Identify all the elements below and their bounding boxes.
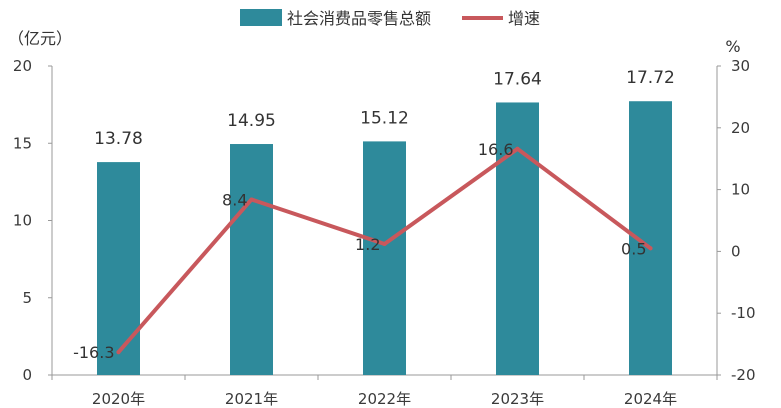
category-label: 2023年 bbox=[491, 390, 544, 408]
category-label: 2024年 bbox=[624, 390, 677, 408]
legend-line-label: 增速 bbox=[508, 9, 540, 28]
bar bbox=[97, 162, 140, 375]
bar bbox=[230, 144, 273, 375]
right-axis-unit: % bbox=[725, 37, 740, 56]
line-value-label: 16.6 bbox=[478, 140, 514, 159]
category-label: 2021年 bbox=[225, 390, 278, 408]
legend: 社会消费品零售总额 增速 bbox=[240, 9, 540, 28]
growth-point bbox=[382, 241, 387, 246]
line-series bbox=[116, 146, 653, 355]
left-tick-label: 10 bbox=[13, 212, 32, 230]
bar bbox=[363, 141, 406, 375]
right-tick-label: 0 bbox=[731, 242, 741, 260]
right-tick-label: 10 bbox=[731, 181, 750, 199]
bar-value-label: 13.78 bbox=[94, 129, 143, 149]
left-tick-label: 15 bbox=[13, 134, 32, 152]
left-tick-label: 0 bbox=[22, 366, 32, 384]
legend-bar-swatch bbox=[240, 9, 282, 26]
right-tick-label: -20 bbox=[731, 366, 756, 384]
left-axis-unit: （亿元） bbox=[8, 29, 72, 48]
growth-point bbox=[648, 246, 653, 251]
left-tick-label: 5 bbox=[22, 289, 32, 307]
bar-value-label: 17.64 bbox=[493, 69, 542, 89]
growth-point bbox=[116, 350, 121, 355]
line-value-label: 0.5 bbox=[621, 239, 646, 258]
bar-series bbox=[97, 101, 672, 375]
category-label: 2022年 bbox=[358, 390, 411, 408]
bar-value-label: 14.95 bbox=[227, 111, 276, 131]
growth-point bbox=[249, 197, 254, 202]
right-tick-label: 30 bbox=[731, 57, 750, 75]
bar-value-label: 15.12 bbox=[360, 108, 409, 128]
line-value-label: -16.3 bbox=[73, 343, 114, 362]
left-tick-label: 20 bbox=[13, 57, 32, 75]
right-tick-label: -10 bbox=[731, 304, 756, 322]
right-tick-label: 20 bbox=[731, 119, 750, 137]
axes: 0 5 10 15 20 -20 -10 0 10 20 30 2020年 2021年 2022年 2023… bbox=[13, 57, 756, 408]
legend-bar-label: 社会消费品零售总额 bbox=[287, 9, 431, 28]
line-value-label: 8.4 bbox=[222, 190, 247, 209]
line-value-label: 1.2 bbox=[355, 235, 380, 254]
growth-point bbox=[515, 146, 520, 151]
data-labels: 13.78 14.95 15.12 17.64 17.72 -16.3 8.4 1.2 16.6… bbox=[73, 68, 675, 362]
bar-value-label: 17.72 bbox=[626, 68, 675, 88]
category-label: 2020年 bbox=[92, 390, 145, 408]
